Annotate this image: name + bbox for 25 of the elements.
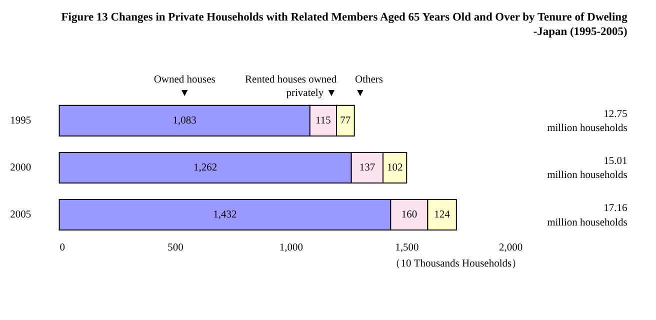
x-tick-label: 1,000: [279, 242, 303, 254]
x-tick-label: 500: [168, 242, 184, 254]
x-tick-label: 2,000: [498, 242, 523, 254]
x-tick-label: 0: [60, 242, 66, 254]
data-label: 160: [401, 210, 418, 221]
text: 17.16 million households: [547, 202, 628, 228]
y-tick-label: 1995: [10, 116, 32, 127]
data-label: 1,432: [213, 210, 237, 221]
series-label: Owned houses ▼: [154, 74, 216, 99]
data-label: 115: [316, 116, 331, 127]
series-label: Others ▼: [355, 74, 383, 99]
x-tick-label: 1,500: [395, 242, 419, 254]
data-label: 1,083: [172, 116, 196, 127]
x-axis-title: （10 Thousands Households）: [390, 258, 523, 270]
series-label: Rented houses owned privately ▼: [245, 74, 338, 99]
data-label: 1,262: [194, 162, 218, 174]
data-label: 124: [434, 210, 451, 221]
data-label: 77: [340, 116, 351, 127]
chart-title: Figure 13 Changes in Private Households with Related Members Aged 65 Years Old and Over by Tenure of Dweling -Japan (1995-2005): [61, 11, 628, 38]
text: 15.01 million households: [547, 156, 628, 182]
text: 12.75 million households: [547, 108, 628, 134]
y-tick-label: 2005: [10, 210, 32, 221]
y-tick-label: 2000: [10, 162, 32, 174]
data-label: 102: [386, 162, 403, 174]
data-label: 137: [359, 162, 376, 174]
